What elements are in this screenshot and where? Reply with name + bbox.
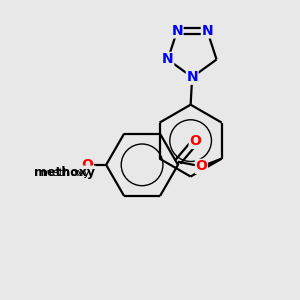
Text: N: N — [162, 52, 174, 67]
Text: O: O — [196, 159, 207, 173]
Text: methoxy: methoxy — [41, 168, 90, 178]
Text: N: N — [201, 24, 213, 38]
Text: methoxy: methoxy — [34, 166, 95, 179]
Text: O: O — [81, 158, 93, 172]
Text: N: N — [171, 24, 183, 38]
Text: N: N — [186, 70, 198, 84]
Text: O: O — [189, 134, 201, 148]
